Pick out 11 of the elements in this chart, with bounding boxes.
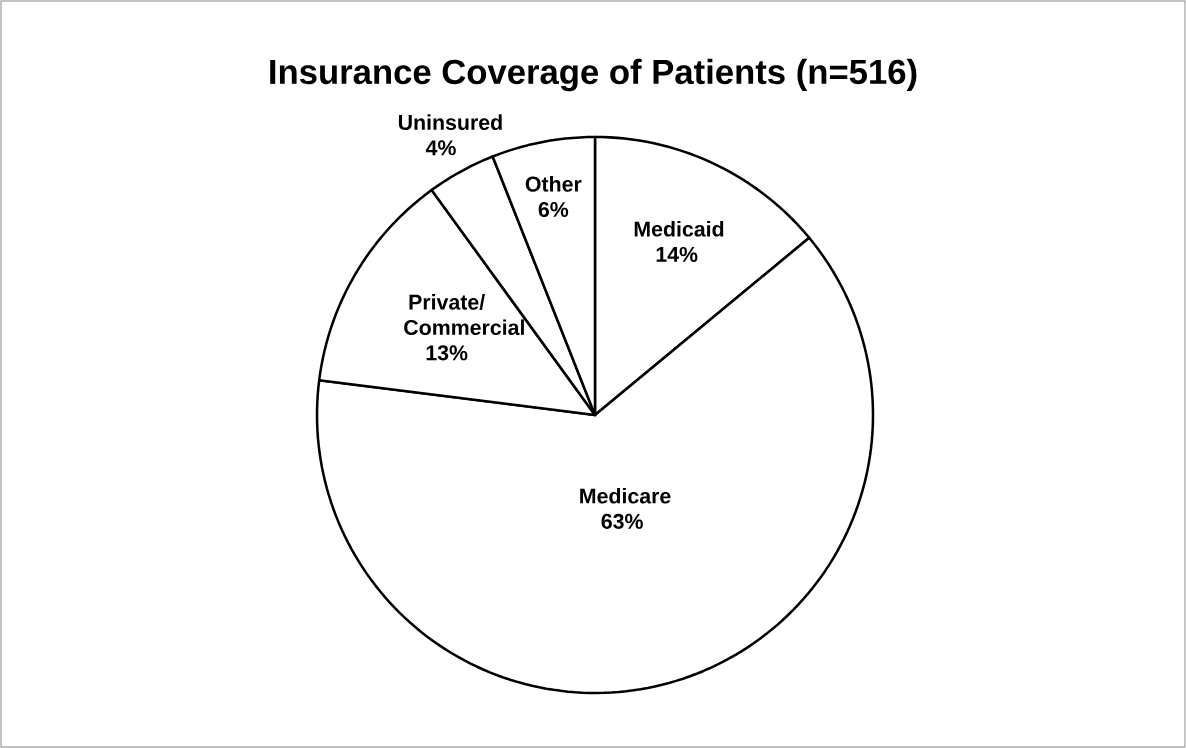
slice-label: Other <box>525 176 582 192</box>
chart-title: Insurance Coverage of Patients (n=516) <box>270 58 917 92</box>
slice-label: Medicaid <box>634 220 724 237</box>
data-label: 63% <box>601 513 643 529</box>
slice-label: Uninsured <box>398 114 502 131</box>
slice-label: Medicare <box>580 487 671 504</box>
data-label: 4% <box>425 140 456 156</box>
data-label: 6% <box>538 201 569 218</box>
data-label: 14% <box>656 246 698 262</box>
slice-label: Private/ Commercial <box>404 294 524 336</box>
data-label: 13% <box>426 345 468 361</box>
